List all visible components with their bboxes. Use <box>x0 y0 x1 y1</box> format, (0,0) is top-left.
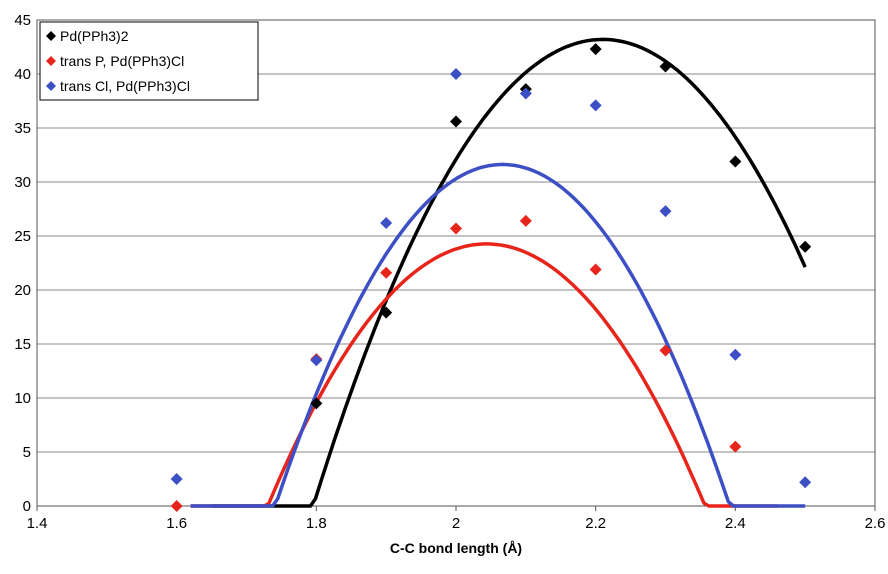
x-tick-label: 2 <box>452 515 460 532</box>
legend-label: Pd(PPh3)2 <box>60 28 129 44</box>
data-point <box>590 263 602 275</box>
data-point <box>729 155 741 167</box>
data-point <box>310 354 322 366</box>
y-tick-label: 15 <box>14 336 31 353</box>
x-tick-label: 1.4 <box>27 515 48 532</box>
data-point <box>729 441 741 453</box>
y-tick-label: 20 <box>14 282 31 299</box>
data-point <box>380 217 392 229</box>
data-point <box>520 215 532 227</box>
data-point <box>590 99 602 111</box>
data-point <box>380 267 392 279</box>
legend: Pd(PPh3)2 trans P, Pd(PPh3)Cl trans Cl, Pd… <box>40 22 258 100</box>
y-tick-label: 0 <box>23 498 31 515</box>
data-point <box>450 116 462 128</box>
y-tick-label: 40 <box>14 66 31 83</box>
data-point <box>590 43 602 55</box>
x-tick-label: 1.8 <box>306 515 327 532</box>
x-axis-label: C-C bond length (Å) <box>390 540 522 556</box>
x-tick-label: 2.4 <box>725 515 746 532</box>
data-point <box>660 205 672 217</box>
legend-label: trans P, Pd(PPh3)Cl <box>60 53 184 69</box>
trendline <box>191 164 806 506</box>
trendlines <box>191 39 806 506</box>
legend-label: trans Cl, Pd(PPh3)Cl <box>60 78 190 94</box>
trendline <box>191 244 778 506</box>
y-axis-ticks: 0 5 10 15 20 25 30 35 40 45 <box>14 12 31 515</box>
x-axis-ticks: 1.4 1.6 1.8 2 2.2 2.4 2.6 <box>27 506 886 532</box>
data-point <box>171 473 183 485</box>
y-tick-label: 25 <box>14 228 31 245</box>
y-tick-label: 30 <box>14 174 31 191</box>
data-point <box>799 241 811 253</box>
x-tick-label: 2.6 <box>865 515 886 532</box>
data-point <box>799 476 811 488</box>
data-point <box>450 68 462 80</box>
y-tick-label: 5 <box>23 444 31 461</box>
x-tick-label: 2.2 <box>585 515 606 532</box>
data-point <box>729 349 741 361</box>
data-point <box>450 222 462 234</box>
y-tick-label: 10 <box>14 390 31 407</box>
data-point <box>171 500 183 512</box>
x-tick-label: 1.6 <box>166 515 187 532</box>
data-points <box>171 43 812 512</box>
y-tick-label: 45 <box>14 12 31 29</box>
y-tick-label: 35 <box>14 120 31 137</box>
